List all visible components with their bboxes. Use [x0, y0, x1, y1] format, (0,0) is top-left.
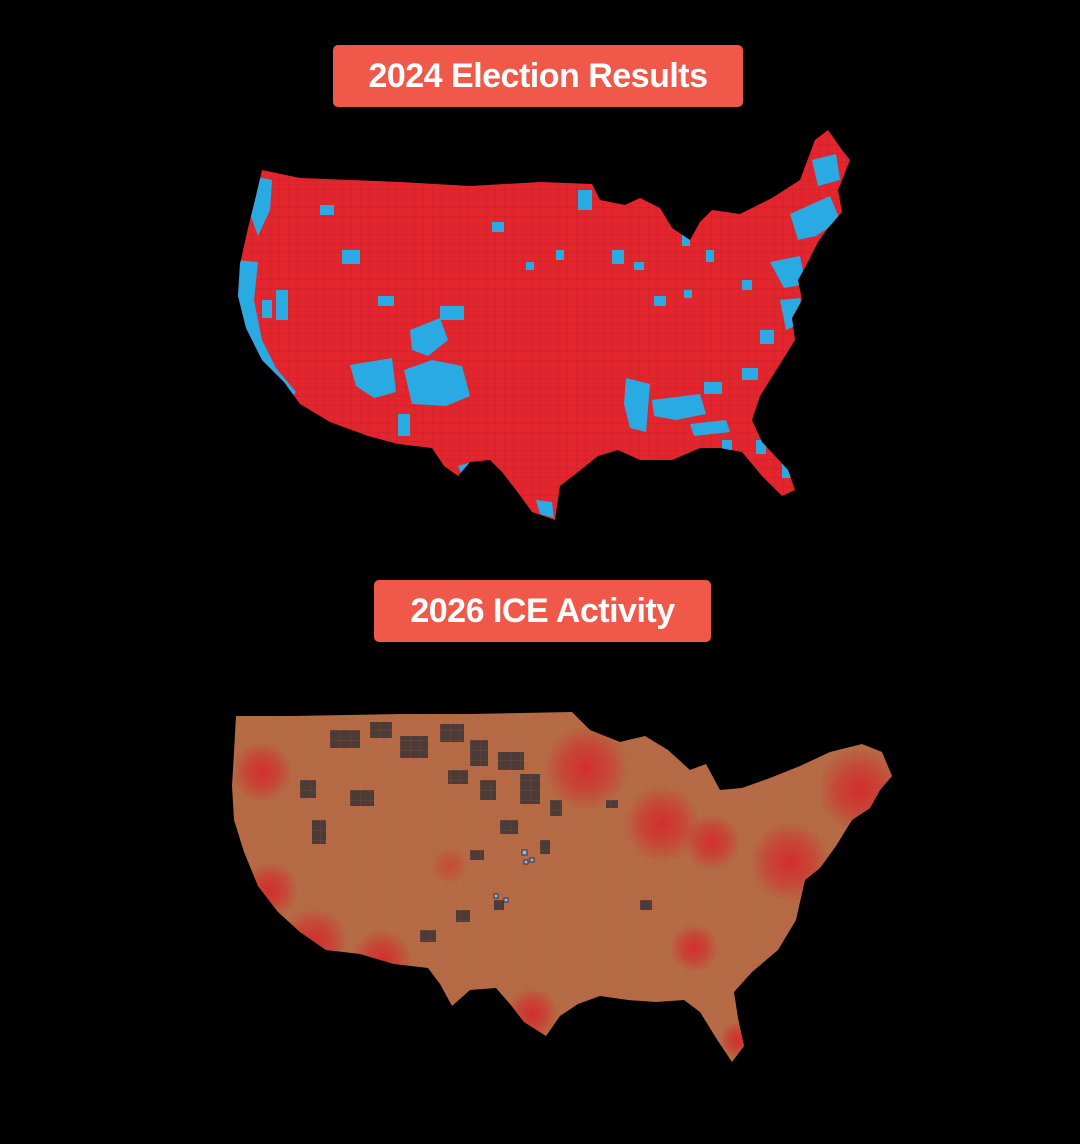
hotspot-chicago: [624, 786, 700, 862]
election-results-map: [238, 130, 850, 520]
hotspot-houston: [506, 988, 558, 1040]
ice-activity-map: [232, 712, 892, 1062]
hotspot-phoenix: [352, 930, 412, 990]
highlight-markers: [493, 849, 535, 903]
hotspot-bay-area: [242, 862, 298, 918]
hotspot-atlanta: [670, 924, 718, 972]
election-map-title: 2024 Election Results: [333, 45, 743, 107]
hotspot-los-angeles: [280, 908, 348, 976]
hotspot-mid-atlantic: [750, 822, 830, 902]
hotspot-florida: [720, 1022, 756, 1058]
hotspot-northeast: [818, 748, 892, 832]
hotspot-denver: [432, 848, 468, 884]
hotspot-seattle: [232, 742, 292, 802]
hotspot-detroit: [684, 814, 740, 870]
democrat-counties: [238, 154, 840, 518]
hotspot-minneapolis: [544, 726, 628, 810]
ice-activity-title: 2026 ICE Activity: [374, 580, 711, 642]
